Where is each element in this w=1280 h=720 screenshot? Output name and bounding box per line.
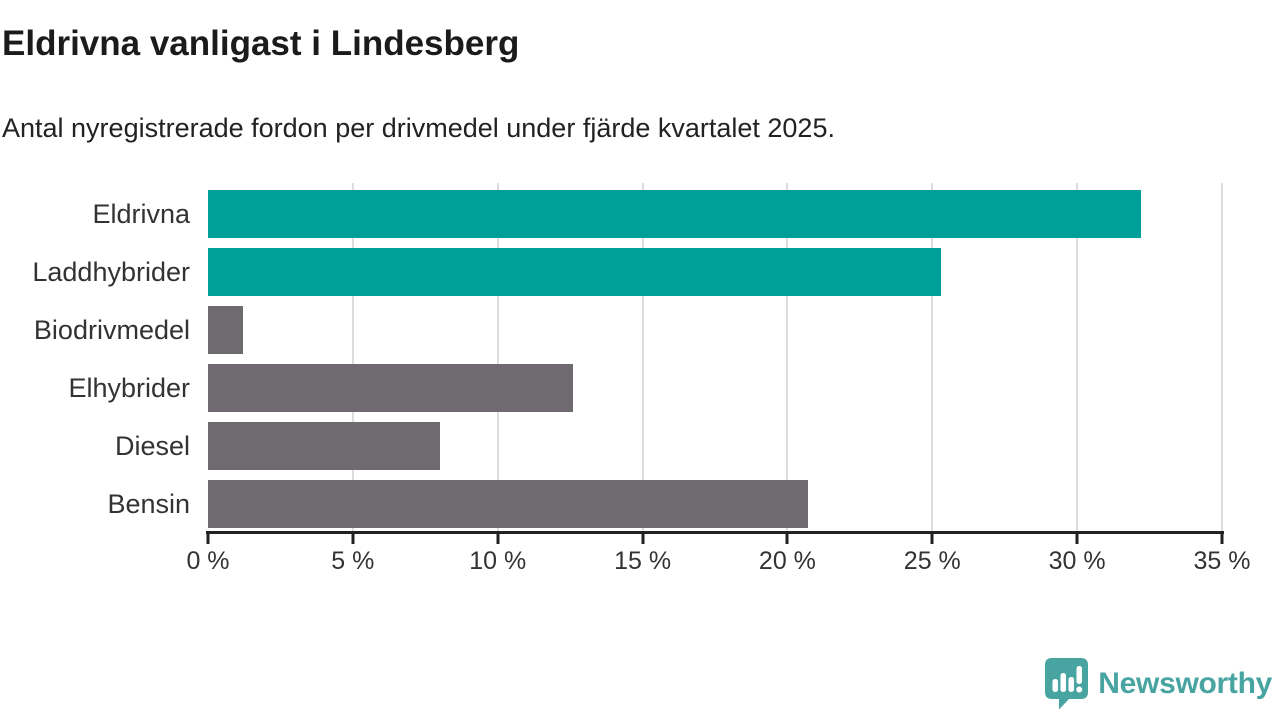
y-axis-label-eldrivna: Eldrivna (92, 199, 190, 229)
gridline (1076, 183, 1079, 531)
x-axis-tick-label: 5 % (331, 547, 375, 575)
bar-laddhybrider (208, 248, 941, 296)
brand-name: Newsworthy (1098, 667, 1272, 700)
x-axis-tick-label: 30 % (1048, 547, 1106, 575)
x-axis-tick (785, 531, 789, 544)
x-axis-tick (930, 531, 934, 544)
x-axis-tick-label: 0 % (186, 547, 230, 575)
gridline (931, 183, 934, 531)
y-axis-label-bensin: Bensin (107, 489, 190, 519)
x-axis-tick (206, 531, 210, 544)
y-axis-label-diesel: Diesel (114, 431, 190, 461)
chart-title: Eldrivna vanligast i Lindesberg (2, 24, 520, 63)
x-axis-tick-label: 10 % (469, 547, 527, 575)
y-axis-label-elhybrider: Elhybrider (68, 373, 190, 403)
x-axis-tick (1075, 531, 1079, 544)
x-axis-tick (1220, 531, 1224, 544)
x-axis-tick (641, 531, 645, 544)
x-axis-tick-label: 25 % (903, 547, 961, 575)
x-axis-line (206, 531, 1224, 534)
bar-diesel (208, 422, 440, 470)
plot-area (208, 183, 1223, 531)
bar-bensin (208, 480, 808, 528)
gridline (496, 183, 499, 531)
bar-elhybrider (208, 364, 574, 412)
chart-subtitle: Antal nyregistrerade fordon per drivmede… (2, 113, 835, 143)
brand-footer: Newsworthy (1043, 655, 1272, 713)
y-axis-label-laddhybrider: Laddhybrider (32, 257, 190, 287)
y-axis-label-biodrivmedel: Biodrivmedel (33, 315, 190, 345)
newsworthy-logo-icon (1045, 658, 1089, 710)
gridline (1221, 183, 1223, 531)
x-axis: 0 % 5 % 10 % 15 % 20 % 25 % 30 % 35 % (186, 531, 1250, 591)
x-axis-tick-label: 35 % (1193, 547, 1251, 575)
gridline (351, 183, 354, 531)
x-axis-tick (496, 531, 500, 544)
bar-eldrivna (208, 190, 1141, 238)
bar-biodrivmedel (208, 306, 243, 354)
gridline (786, 183, 789, 531)
y-axis-labels: Eldrivna Laddhybrider Biodrivmedel Elhybrid… (0, 183, 190, 531)
x-axis-tick-label: 15 % (614, 547, 672, 575)
gridline (641, 183, 644, 531)
x-axis-tick (351, 531, 355, 544)
x-axis-tick-label: 20 % (758, 547, 816, 575)
